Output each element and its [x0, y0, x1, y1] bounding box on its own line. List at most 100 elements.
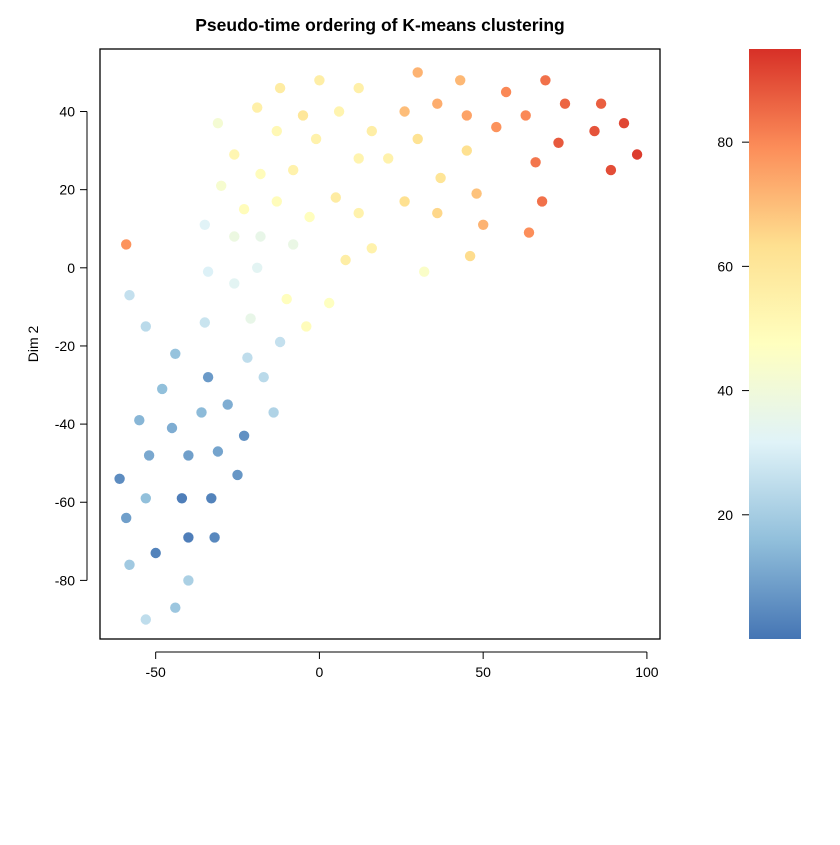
data-point — [412, 133, 423, 145]
data-point — [199, 317, 210, 328]
data-point — [461, 145, 472, 156]
y-axis: -80 -60 -40 -20 0 20 40 — [55, 104, 88, 588]
y-tick-label: -60 — [55, 494, 75, 510]
data-point — [464, 250, 476, 262]
data-point — [209, 532, 220, 543]
data-point — [140, 614, 151, 625]
data-point — [353, 82, 364, 94]
data-point — [216, 180, 227, 191]
data-point — [274, 82, 286, 94]
data-point — [530, 157, 541, 168]
data-point — [419, 266, 430, 277]
x-axis: -50 0 50 100 — [146, 651, 659, 680]
data-point — [536, 196, 548, 207]
data-point — [520, 110, 531, 121]
data-point — [383, 153, 394, 164]
plot-frame — [99, 48, 661, 640]
colorbar-tick-label: 60 — [717, 258, 733, 274]
data-point — [340, 254, 351, 266]
x-tick-label: 100 — [635, 664, 659, 680]
y-tick-label: 0 — [67, 260, 75, 276]
data-point — [212, 118, 224, 129]
data-point — [399, 196, 410, 207]
data-point — [176, 493, 188, 504]
colorbar-tick-label: 40 — [717, 383, 733, 399]
data-point — [157, 383, 168, 395]
data-point — [412, 67, 423, 78]
data-points — [114, 67, 643, 625]
data-point — [121, 512, 132, 524]
data-point — [255, 168, 266, 180]
data-point — [196, 407, 207, 418]
data-point — [491, 121, 502, 133]
data-point — [183, 450, 194, 461]
data-point — [333, 106, 345, 117]
x-tick-label: 50 — [475, 664, 491, 680]
data-point — [461, 110, 472, 121]
data-point — [399, 106, 410, 117]
data-point — [595, 98, 607, 109]
data-point — [353, 153, 364, 164]
data-point — [366, 125, 377, 137]
data-point — [255, 231, 266, 242]
data-point — [183, 532, 194, 543]
data-point — [114, 473, 125, 484]
data-point — [366, 243, 377, 254]
data-point — [229, 149, 240, 160]
data-point — [222, 399, 233, 410]
y-tick-label: 40 — [59, 104, 75, 120]
data-point — [143, 450, 155, 461]
data-point — [631, 149, 643, 160]
data-point — [353, 207, 364, 219]
data-point — [202, 266, 214, 277]
data-point — [229, 278, 240, 289]
data-point — [238, 430, 250, 441]
data-point — [170, 348, 181, 359]
data-point — [121, 239, 132, 250]
data-point — [310, 133, 322, 145]
data-point — [478, 219, 489, 230]
chart-title: Pseudo-time ordering of K-means clusteri… — [195, 15, 565, 35]
data-point — [432, 98, 443, 109]
data-point — [324, 297, 335, 309]
y-axis-label: Dim 2 — [25, 326, 41, 363]
x-tick-label: -50 — [146, 664, 166, 680]
data-point — [553, 137, 564, 148]
data-point — [150, 547, 161, 559]
data-point — [274, 336, 286, 348]
data-point — [435, 172, 446, 184]
data-point — [314, 75, 325, 86]
data-point — [199, 219, 210, 230]
data-point — [232, 469, 243, 481]
colorbar-tick-label: 80 — [717, 134, 733, 150]
y-tick-label: -40 — [55, 416, 75, 432]
data-point — [281, 293, 292, 305]
data-point — [540, 75, 551, 86]
data-point — [268, 407, 279, 418]
data-point — [140, 493, 151, 504]
data-point — [330, 192, 341, 203]
data-point — [166, 422, 178, 434]
data-point — [242, 352, 253, 363]
data-point — [618, 118, 630, 129]
data-point — [288, 239, 299, 250]
colorbar-tick-label: 20 — [717, 507, 733, 523]
data-point — [206, 493, 217, 504]
data-point — [500, 86, 512, 98]
data-point — [471, 188, 482, 199]
data-point — [455, 75, 466, 86]
data-point — [271, 196, 282, 207]
data-point — [304, 211, 315, 223]
data-point — [288, 164, 299, 176]
data-point — [252, 102, 263, 113]
data-point — [605, 164, 617, 176]
y-tick-label: -80 — [55, 572, 75, 588]
data-point — [559, 98, 571, 109]
data-point — [229, 231, 240, 242]
data-point — [258, 372, 269, 383]
data-point — [523, 227, 535, 238]
data-point — [589, 125, 600, 137]
data-point — [238, 204, 250, 215]
